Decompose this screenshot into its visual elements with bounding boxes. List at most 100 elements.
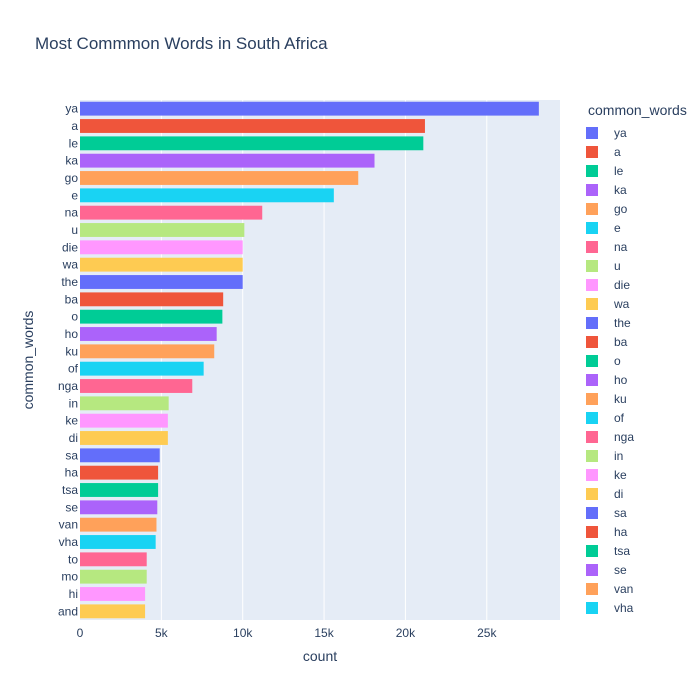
- bar-the[interactable]: [80, 275, 243, 289]
- bar-na[interactable]: [80, 205, 263, 220]
- legend-label: a: [614, 144, 621, 159]
- y-tick-label: ke: [65, 414, 78, 428]
- legend-item-in[interactable]: in: [580, 446, 695, 465]
- legend-item-na[interactable]: na: [580, 237, 695, 256]
- legend-label: ba: [614, 334, 628, 349]
- y-tick-label: e: [71, 188, 78, 202]
- y-tick-labels: ya a le ka go e na u die wa the ba o ho ku of nga in ke di s…: [58, 102, 79, 619]
- bar-ba[interactable]: [80, 292, 224, 307]
- bar-to[interactable]: [80, 552, 147, 567]
- legend-label: in: [614, 448, 624, 463]
- legend-item-nga[interactable]: nga: [580, 427, 695, 446]
- bar-ya[interactable]: [80, 101, 539, 116]
- y-tick-label: ya: [65, 102, 78, 116]
- y-axis-title: common_words: [20, 311, 36, 410]
- legend: common_words ya a le ka go e na u die wa the ba o ho k…: [580, 102, 695, 617]
- legend-item-ka[interactable]: ka: [580, 180, 695, 199]
- bar-di[interactable]: [80, 431, 168, 445]
- legend-label: ka: [614, 182, 627, 197]
- y-tick-label: in: [69, 396, 78, 410]
- y-tick-label: wa: [62, 258, 79, 272]
- bar-wa[interactable]: [80, 257, 243, 272]
- y-tick-label: tsa: [62, 483, 78, 497]
- bar-van[interactable]: [80, 517, 157, 532]
- legend-item-ho[interactable]: ho: [580, 370, 695, 389]
- legend-item-ha[interactable]: ha: [580, 522, 695, 541]
- bar-tsa[interactable]: [80, 483, 159, 497]
- legend-item-the[interactable]: the: [580, 313, 695, 332]
- legend-item-ba[interactable]: ba: [580, 332, 695, 351]
- y-tick-label: die: [62, 240, 78, 254]
- bar-in[interactable]: [80, 396, 169, 411]
- bar-a[interactable]: [80, 119, 425, 133]
- legend-label: e: [614, 220, 621, 235]
- x-tick-label: 15k: [314, 626, 334, 640]
- legend-item-ke[interactable]: ke: [580, 465, 695, 484]
- legend-item-tsa[interactable]: tsa: [580, 541, 695, 560]
- x-tick-label: 20k: [396, 626, 416, 640]
- bar-ku[interactable]: [80, 344, 215, 359]
- legend-swatch: [586, 487, 598, 500]
- legend-item-die[interactable]: die: [580, 275, 695, 294]
- bar-mo[interactable]: [80, 569, 147, 584]
- y-tick-label: go: [65, 171, 79, 185]
- bar-hi[interactable]: [80, 587, 146, 601]
- legend-swatch: [586, 126, 598, 139]
- legend-item-sa[interactable]: sa: [580, 503, 695, 522]
- legend-item-u[interactable]: u: [580, 256, 695, 275]
- x-axis-title: count: [303, 648, 337, 664]
- bar-and[interactable]: [80, 604, 146, 619]
- x-tick-labels: 0 5k 10k 15k 20k 25k: [77, 626, 498, 640]
- bar-se[interactable]: [80, 500, 158, 515]
- y-tick-label: ba: [65, 292, 79, 306]
- bar-ke[interactable]: [80, 413, 168, 428]
- legend-item-e[interactable]: e: [580, 218, 695, 237]
- legend-swatch: [586, 430, 598, 443]
- legend-item-vha[interactable]: vha: [580, 598, 695, 617]
- legend-item-o[interactable]: o: [580, 351, 695, 370]
- bar-u[interactable]: [80, 223, 245, 237]
- bar-go[interactable]: [80, 171, 359, 185]
- legend-label: u: [614, 258, 621, 273]
- legend-item-se[interactable]: se: [580, 560, 695, 579]
- legend-item-wa[interactable]: wa: [580, 294, 695, 313]
- legend-item-ku[interactable]: ku: [580, 389, 695, 408]
- legend-label: ke: [614, 467, 627, 482]
- legend-swatch: [586, 373, 598, 386]
- legend-label: of: [614, 410, 625, 425]
- legend-swatch: [586, 278, 598, 291]
- x-tick-label: 10k: [233, 626, 253, 640]
- legend-item-a[interactable]: a: [580, 142, 695, 161]
- bar-o[interactable]: [80, 309, 223, 324]
- y-tick-label: the: [61, 275, 78, 289]
- legend-item-van[interactable]: van: [580, 579, 695, 598]
- legend-label: na: [614, 239, 628, 254]
- bar-vha[interactable]: [80, 535, 156, 549]
- bar-sa[interactable]: [80, 448, 160, 463]
- bar-ka[interactable]: [80, 153, 375, 168]
- bar-e[interactable]: [80, 188, 334, 203]
- y-tick-label: vha: [59, 535, 79, 549]
- y-tick-label: ka: [65, 154, 78, 168]
- y-tick-label: van: [59, 518, 78, 532]
- y-tick-label: ku: [65, 344, 78, 358]
- bar-nga[interactable]: [80, 379, 193, 393]
- bar-die[interactable]: [80, 240, 243, 255]
- legend-item-di[interactable]: di: [580, 484, 695, 503]
- legend-label: die: [614, 277, 631, 292]
- legend-swatch: [586, 335, 598, 348]
- bar-ha[interactable]: [80, 465, 159, 480]
- bar-le[interactable]: [80, 136, 424, 151]
- y-tick-label: to: [68, 552, 78, 566]
- y-tick-label: ha: [65, 466, 79, 480]
- bar-ho[interactable]: [80, 327, 217, 341]
- legend-item-le[interactable]: le: [580, 161, 695, 180]
- legend-swatch: [586, 316, 598, 329]
- legend-item-go[interactable]: go: [580, 199, 695, 218]
- bar-of[interactable]: [80, 361, 204, 376]
- legend-swatch: [586, 506, 598, 519]
- legend-item-of[interactable]: of: [580, 408, 695, 427]
- legend-item-ya[interactable]: ya: [580, 123, 695, 142]
- legend-swatch: [586, 259, 598, 272]
- legend-label: vha: [614, 600, 634, 615]
